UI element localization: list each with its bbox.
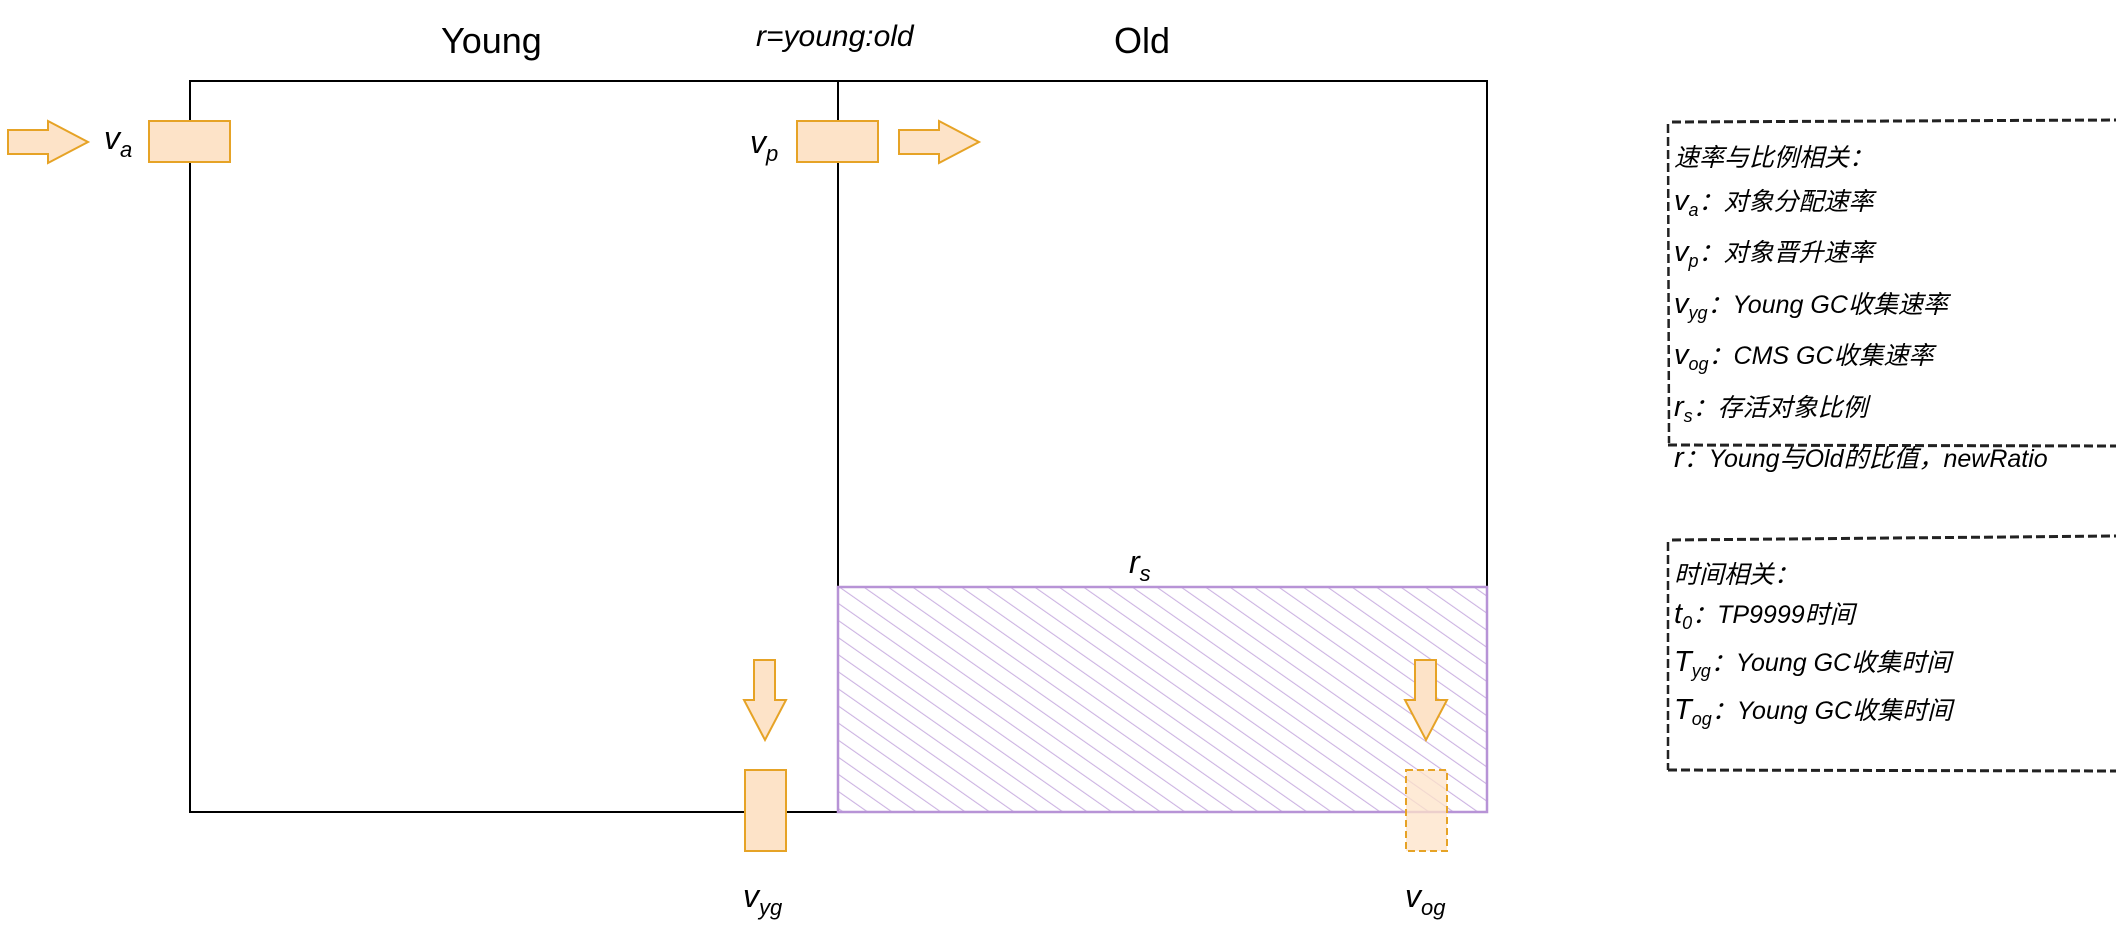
young-title: Young bbox=[441, 20, 542, 61]
legend-item-va: va：对象分配速率 bbox=[1674, 184, 1874, 220]
vp-label: vp bbox=[750, 124, 779, 166]
legend-item-rs: rs：存活对象比例 bbox=[1674, 390, 1868, 426]
legend-time-box bbox=[1666, 534, 2116, 773]
legend-item-t0: t0：TP9999时间 bbox=[1674, 598, 1855, 633]
young-region bbox=[189, 80, 839, 813]
legend-time-title: 时间相关： bbox=[1674, 561, 1800, 589]
promotion-block bbox=[796, 120, 879, 163]
survivor-area bbox=[836, 585, 1489, 814]
allocation-arrow-icon bbox=[7, 119, 91, 165]
va-label: va bbox=[104, 120, 133, 162]
legend-item-vyg: vyg：Young GC收集速率 bbox=[1674, 287, 1948, 323]
young-gc-arrow-icon bbox=[742, 659, 788, 743]
vog-label: vog bbox=[1405, 878, 1446, 920]
old-gc-arrow-icon bbox=[1403, 659, 1449, 743]
legend-item-r: r：Young与Old的比值，newRatio bbox=[1674, 442, 2048, 474]
vyg-label: vyg bbox=[743, 878, 783, 920]
ratio-label: r=young:old bbox=[756, 20, 914, 53]
allocation-block bbox=[148, 120, 231, 163]
legend-rates: 速率与比例相关： va：对象分配速率 vp：对象晋升速率 vyg：Young G… bbox=[1674, 137, 2048, 489]
legend-rates-box bbox=[1666, 118, 2116, 448]
legend-item-tyg: Tyg：Young GC收集时间 bbox=[1674, 646, 1952, 681]
legend-item-vp: vp：对象晋升速率 bbox=[1674, 236, 1874, 271]
promotion-arrow-icon bbox=[898, 119, 982, 165]
young-gc-block bbox=[744, 769, 787, 852]
rs-label: rs bbox=[1129, 544, 1151, 586]
legend-item-vog: vog：CMS GC收集速率 bbox=[1674, 339, 1934, 374]
old-title: Old bbox=[1114, 20, 1171, 61]
legend-rates-title: 速率与比例相关： bbox=[1674, 144, 1875, 172]
legend-time: 时间相关： t0：TP9999时间 Tyg：Young GC收集时间 Tog：Y… bbox=[1674, 556, 1952, 739]
old-gc-block bbox=[1405, 769, 1448, 852]
legend-item-tog: Tog：Young GC收集时间 bbox=[1674, 694, 1953, 729]
